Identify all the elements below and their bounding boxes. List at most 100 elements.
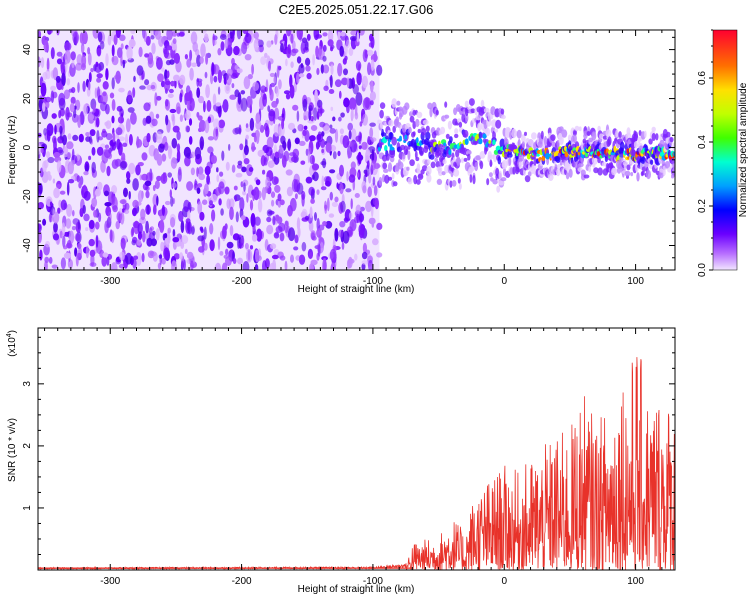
signal-blob — [488, 172, 493, 178]
noise-blob — [339, 90, 342, 99]
noise-blob — [261, 187, 266, 201]
signal-blob — [495, 119, 502, 129]
noise-blob — [101, 130, 108, 138]
noise-blob — [244, 54, 252, 61]
noise-blob — [215, 102, 222, 107]
y-tick-label: 20 — [22, 93, 33, 105]
noise-blob — [171, 260, 177, 270]
noise-blob — [225, 248, 229, 256]
noise-blob — [266, 209, 273, 217]
y-tick-label: 40 — [22, 44, 33, 56]
signal-blob — [429, 107, 433, 118]
signal-core — [448, 149, 452, 156]
noise-blob — [249, 117, 255, 131]
signal-blob — [415, 118, 420, 128]
noise-blob — [93, 210, 98, 218]
noise-blob — [306, 33, 311, 41]
noise-blob — [119, 160, 127, 171]
noise-blob — [214, 262, 222, 270]
signal-blob — [572, 134, 577, 143]
noise-blob — [317, 108, 325, 114]
noise-blob — [178, 166, 182, 176]
noise-blob — [70, 96, 76, 105]
noise-blob — [346, 77, 350, 89]
noise-blob — [326, 197, 330, 212]
noise-blob — [61, 222, 66, 237]
noise-blob — [90, 68, 94, 73]
noise-blob — [50, 47, 55, 60]
signal-blob — [384, 174, 390, 184]
noise-blob — [349, 219, 357, 232]
noise-blob — [198, 127, 202, 133]
signal-blob — [429, 154, 435, 160]
noise-blob — [85, 227, 89, 232]
noise-blob — [334, 79, 342, 88]
signal-blob — [437, 143, 443, 150]
noise-blob — [132, 221, 140, 229]
noise-blob — [374, 197, 379, 210]
noise-blob — [116, 105, 123, 112]
noise-blob — [39, 249, 43, 261]
signal-core — [443, 142, 446, 146]
noise-blob — [46, 130, 51, 142]
noise-blob — [59, 190, 66, 195]
noise-blob — [119, 251, 125, 261]
noise-blob — [145, 172, 153, 184]
noise-blob — [269, 262, 276, 270]
noise-blob — [158, 254, 163, 259]
noise-blob — [188, 118, 193, 126]
noise-blob — [334, 228, 339, 242]
noise-blob — [264, 52, 268, 59]
noise-blob — [246, 95, 253, 108]
noise-blob — [156, 175, 162, 182]
noise-blob — [47, 156, 55, 164]
noise-blob — [169, 189, 172, 198]
noise-blob — [179, 252, 184, 260]
noise-blob — [275, 85, 280, 98]
noise-blob — [251, 63, 255, 75]
noise-blob — [253, 186, 260, 201]
noise-blob — [356, 72, 362, 86]
noise-blob — [302, 98, 308, 112]
noise-blob — [271, 254, 279, 260]
signal-blob — [467, 153, 471, 161]
noise-blob — [229, 225, 234, 236]
signal-blob — [439, 126, 446, 135]
noise-blob — [132, 236, 138, 244]
noise-blob — [268, 60, 271, 72]
noise-blob — [52, 178, 56, 184]
noise-blob — [301, 193, 305, 207]
noise-blob — [71, 226, 76, 231]
noise-blob — [105, 133, 113, 141]
noise-blob — [167, 145, 172, 159]
noise-blob — [227, 37, 232, 49]
noise-blob — [53, 151, 61, 158]
noise-blob — [358, 223, 366, 236]
noise-blob — [268, 109, 276, 122]
noise-blob — [263, 157, 268, 166]
noise-blob — [101, 91, 108, 105]
noise-blob — [87, 52, 92, 66]
noise-blob — [343, 68, 348, 76]
noise-blob — [300, 160, 306, 165]
noise-blob — [56, 184, 61, 189]
noise-blob — [218, 198, 222, 206]
noise-blob — [243, 182, 246, 192]
noise-blob — [212, 93, 217, 106]
noise-blob — [77, 219, 81, 230]
noise-blob — [121, 152, 126, 162]
noise-blob — [246, 248, 253, 263]
noise-blob — [269, 89, 274, 101]
noise-blob — [239, 143, 244, 151]
y-tick-label: 3 — [22, 381, 33, 387]
signal-blob — [574, 125, 580, 131]
noise-blob — [163, 247, 170, 260]
noise-blob — [278, 222, 286, 232]
signal-blob — [453, 168, 460, 177]
noise-blob — [347, 150, 351, 159]
noise-blob — [280, 135, 286, 145]
snr-line — [38, 357, 675, 570]
signal-blob — [619, 141, 625, 151]
noise-blob — [163, 141, 169, 151]
noise-blob — [126, 46, 133, 61]
